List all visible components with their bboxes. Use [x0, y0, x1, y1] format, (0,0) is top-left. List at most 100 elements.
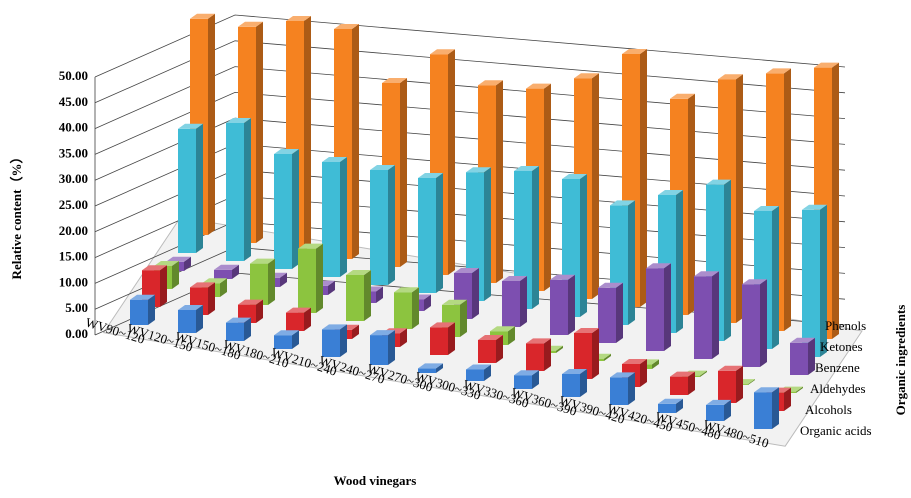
- bar-side: [628, 372, 635, 405]
- bar: [790, 337, 815, 375]
- bar-top: [622, 49, 647, 54]
- bar-side: [436, 173, 443, 293]
- bar-top: [670, 93, 695, 99]
- bar-top: [322, 324, 347, 330]
- bar-side: [808, 337, 815, 375]
- bar-side: [736, 74, 743, 323]
- bar-front: [430, 327, 448, 355]
- bar-front: [178, 128, 196, 253]
- bar-front: [214, 269, 232, 279]
- y-tick-label: 5.00: [65, 300, 88, 315]
- bar-side: [256, 299, 263, 323]
- bar-top: [238, 299, 263, 305]
- bar-top: [382, 78, 407, 83]
- bar-side: [364, 270, 371, 321]
- bar-side: [208, 13, 215, 235]
- bar: [514, 166, 539, 309]
- bar-side: [340, 157, 347, 277]
- bar-top: [790, 337, 815, 343]
- bar-front: [706, 404, 724, 421]
- bar-top: [346, 270, 371, 275]
- bar-side: [712, 271, 719, 359]
- bar-front: [466, 369, 484, 381]
- bar-side: [352, 24, 359, 259]
- bar: [802, 204, 827, 357]
- bar-top: [562, 174, 587, 179]
- bar-front: [298, 248, 316, 313]
- bar-front: [790, 342, 808, 375]
- bar-side: [268, 258, 275, 305]
- y-tick-label: 45.00: [59, 94, 88, 109]
- bar-side: [604, 353, 611, 361]
- bar-top: [670, 371, 695, 377]
- bar-side: [340, 324, 347, 357]
- bar-front: [274, 154, 292, 269]
- y-tick-label: 50.00: [59, 68, 88, 83]
- bar-front: [250, 263, 268, 305]
- bar-top: [430, 322, 455, 328]
- bar-side: [772, 387, 779, 429]
- bar: [274, 330, 299, 349]
- bar-side: [232, 264, 239, 279]
- bar-top: [466, 364, 491, 370]
- bar: [598, 282, 623, 343]
- bar-side: [748, 379, 755, 385]
- bar-side: [208, 282, 215, 315]
- bar-front: [394, 292, 412, 329]
- bar-front: [346, 275, 364, 321]
- bar-top: [562, 369, 587, 374]
- bar-top: [574, 73, 599, 79]
- bar-side: [784, 387, 791, 411]
- bar-side: [448, 49, 455, 276]
- bar: [178, 305, 203, 333]
- bar-top: [814, 62, 839, 68]
- bar-front: [802, 209, 820, 357]
- bar-top: [658, 398, 683, 404]
- bar: [214, 264, 239, 279]
- bar-front: [526, 343, 544, 371]
- bar-top: [250, 258, 275, 264]
- bar-top: [766, 68, 791, 74]
- bar-side: [196, 305, 203, 333]
- bar-side: [244, 118, 251, 261]
- bar-top: [694, 271, 719, 277]
- bar-side: [544, 83, 551, 291]
- bar: [274, 149, 299, 269]
- bar-side: [460, 299, 467, 337]
- bar-side: [328, 280, 335, 295]
- bar-front: [742, 284, 760, 367]
- bar: [526, 338, 551, 371]
- bar: [550, 274, 575, 335]
- bar-side: [616, 282, 623, 343]
- bar-top: [514, 166, 539, 171]
- bar-top: [478, 335, 503, 340]
- bar-side: [196, 123, 203, 253]
- x-axis-title: Wood vinegars: [334, 473, 417, 488]
- bar-top: [166, 256, 191, 262]
- bar: [130, 294, 155, 325]
- bar-front: [562, 374, 580, 397]
- bar-front: [550, 279, 568, 335]
- bar-top: [598, 282, 623, 288]
- bar-side: [244, 317, 251, 341]
- bar: [250, 258, 275, 305]
- bar-side: [508, 326, 515, 345]
- bar: [694, 271, 719, 359]
- bar-side: [700, 370, 707, 377]
- bar-side: [832, 62, 839, 339]
- bar-top: [178, 305, 203, 310]
- bar-top: [622, 359, 647, 364]
- bar-side: [172, 261, 179, 289]
- bar-top: [646, 263, 671, 269]
- bar-top: [478, 80, 503, 86]
- y-tick-label: 25.00: [59, 197, 88, 212]
- bar-top: [178, 123, 203, 129]
- bar: [610, 372, 635, 405]
- bar-top: [706, 179, 731, 185]
- bar-side: [796, 386, 803, 393]
- bar-side: [640, 359, 647, 387]
- bar-side: [664, 263, 671, 351]
- bar-side: [448, 322, 455, 355]
- bar-side: [580, 174, 587, 317]
